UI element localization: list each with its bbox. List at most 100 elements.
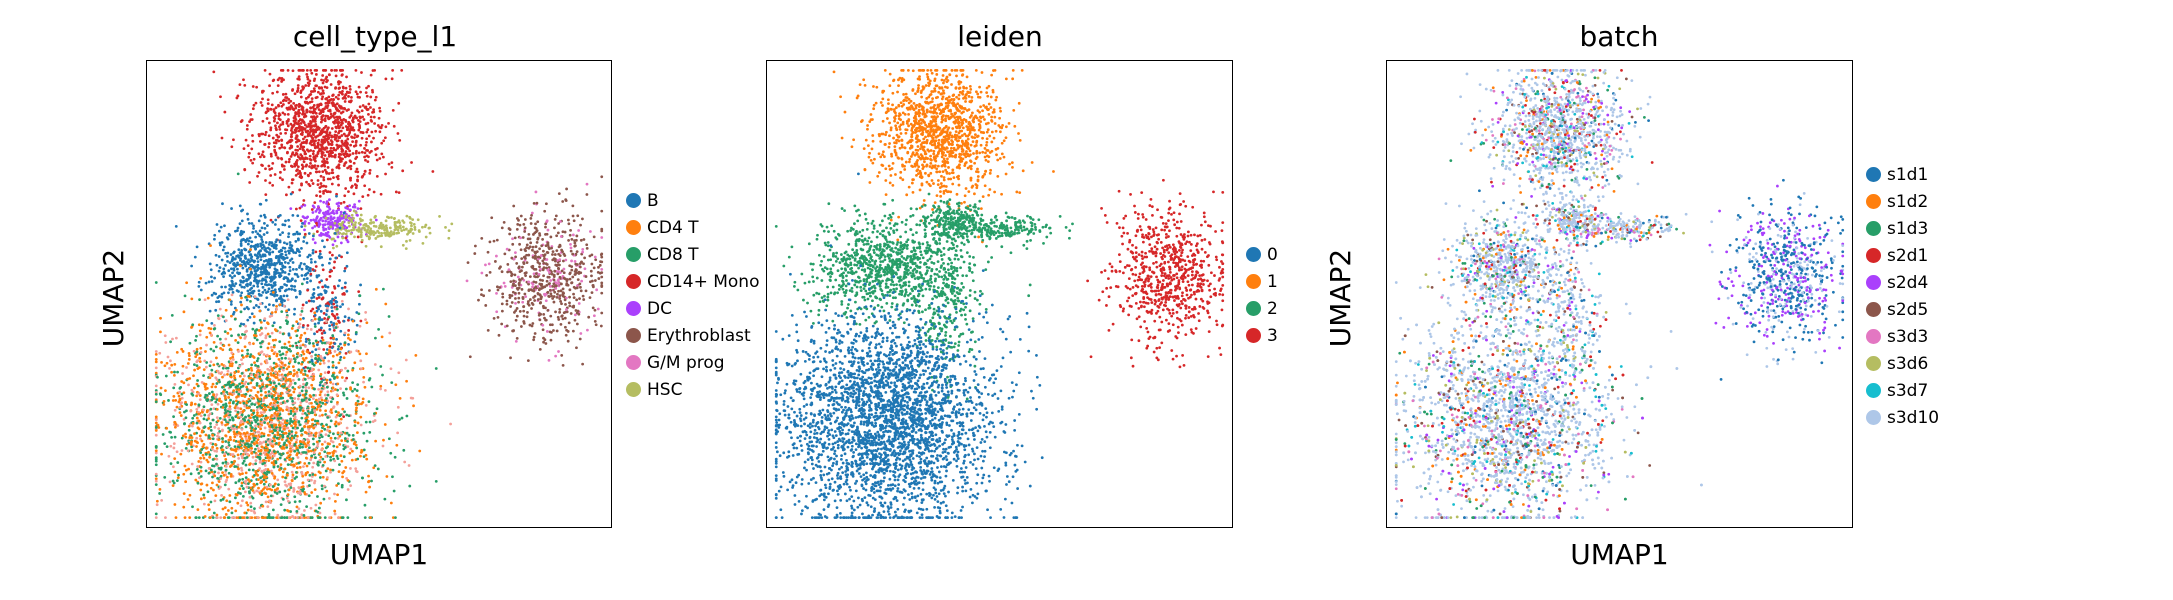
data-point xyxy=(534,245,538,249)
data-point xyxy=(249,449,253,453)
data-point xyxy=(263,387,266,390)
data-point xyxy=(324,320,328,323)
data-point xyxy=(294,104,297,108)
data-point xyxy=(279,299,283,303)
data-point xyxy=(514,309,518,313)
data-point xyxy=(286,150,289,154)
data-point xyxy=(600,175,604,179)
data-point xyxy=(299,89,303,93)
data-point xyxy=(309,272,313,276)
data-point xyxy=(321,107,325,111)
data-point xyxy=(311,248,315,252)
data-point xyxy=(336,316,340,320)
data-point xyxy=(413,228,417,231)
data-point xyxy=(585,182,589,186)
data-point xyxy=(273,148,277,152)
data-point xyxy=(319,174,323,178)
data-point xyxy=(363,147,366,150)
data-point xyxy=(306,366,310,370)
data-point xyxy=(405,414,409,418)
data-point xyxy=(183,464,187,468)
data-point xyxy=(212,349,216,353)
data-point xyxy=(278,456,282,460)
data-point xyxy=(306,255,310,259)
data-point xyxy=(308,360,312,364)
data-point xyxy=(339,387,342,390)
data-point xyxy=(299,440,303,444)
data-point xyxy=(289,358,293,361)
data-point xyxy=(229,267,233,271)
data-point xyxy=(218,307,222,311)
data-point xyxy=(371,69,375,72)
data-point xyxy=(347,221,351,225)
data-point xyxy=(173,408,177,412)
data-point xyxy=(187,351,191,355)
data-point xyxy=(275,243,278,247)
data-point xyxy=(332,322,336,325)
data-point xyxy=(347,329,351,332)
data-point xyxy=(340,255,343,259)
data-point xyxy=(266,332,270,336)
data-point xyxy=(361,195,365,199)
data-point xyxy=(334,130,338,133)
data-point xyxy=(227,471,231,475)
data-point xyxy=(284,96,287,99)
data-point xyxy=(253,295,257,298)
data-point xyxy=(278,331,282,335)
data-point xyxy=(222,291,226,295)
data-point xyxy=(345,146,349,150)
data-point xyxy=(282,78,285,82)
data-point xyxy=(334,299,338,303)
data-point xyxy=(553,290,557,294)
data-point xyxy=(290,278,294,282)
data-point xyxy=(195,353,199,356)
data-point xyxy=(234,409,238,413)
data-point xyxy=(318,362,322,366)
data-point xyxy=(183,422,186,426)
data-point xyxy=(359,233,363,237)
data-point xyxy=(544,342,548,345)
data-point xyxy=(334,256,338,260)
data-point xyxy=(344,161,348,164)
data-point xyxy=(315,297,319,300)
data-point xyxy=(473,244,477,248)
data-point xyxy=(304,164,308,168)
data-point xyxy=(544,222,548,226)
data-point xyxy=(320,117,324,121)
data-point xyxy=(583,267,587,271)
data-point xyxy=(404,247,408,250)
data-point xyxy=(569,312,573,315)
data-point xyxy=(515,227,519,231)
data-point xyxy=(312,295,316,299)
data-point xyxy=(555,249,559,253)
data-point xyxy=(159,330,162,334)
data-point xyxy=(568,295,571,299)
data-point xyxy=(316,419,320,423)
data-point xyxy=(315,207,319,211)
data-point xyxy=(291,125,295,128)
data-point xyxy=(333,509,337,513)
data-point xyxy=(562,259,565,263)
data-point xyxy=(309,90,313,93)
data-point xyxy=(180,380,184,383)
data-point xyxy=(575,234,579,238)
data-point xyxy=(260,418,263,422)
data-point xyxy=(485,273,489,277)
data-point xyxy=(257,134,261,138)
data-point xyxy=(312,299,316,303)
data-point xyxy=(255,85,259,89)
data-point xyxy=(532,272,536,276)
data-point xyxy=(277,441,281,445)
data-point xyxy=(268,241,272,244)
data-point xyxy=(337,183,340,187)
data-point xyxy=(233,406,237,410)
data-point xyxy=(288,157,291,161)
data-point xyxy=(559,235,563,238)
data-point xyxy=(581,362,585,366)
data-point xyxy=(300,183,303,187)
data-point xyxy=(242,78,245,82)
data-point xyxy=(293,372,296,376)
data-point xyxy=(519,248,523,252)
data-point xyxy=(344,439,347,442)
data-point xyxy=(577,302,581,305)
